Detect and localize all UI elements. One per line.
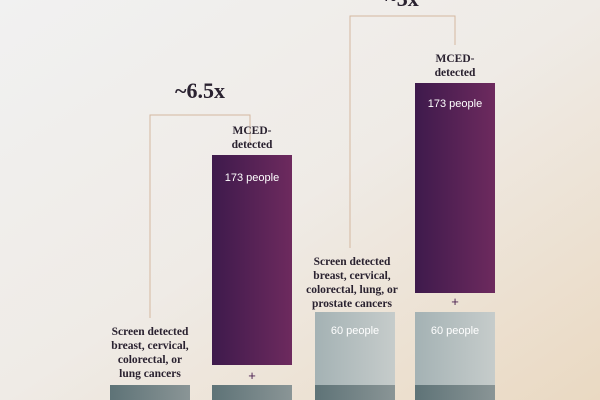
screen-label: colorectal, lung, or — [306, 284, 398, 296]
screen-count: 60 people — [331, 325, 379, 337]
mced-bar — [212, 155, 292, 365]
base-bar — [212, 385, 292, 400]
mced-count: 173 people — [225, 172, 279, 184]
plus: + — [451, 294, 459, 309]
screen-label: colorectal, or — [118, 354, 182, 366]
screen-bar — [110, 385, 190, 400]
screen-bar — [315, 312, 395, 385]
mced-label: detected — [435, 67, 476, 79]
base-bar — [415, 312, 495, 385]
screen-label: lung cancers — [119, 368, 181, 380]
mced-label: detected — [232, 139, 273, 151]
mced-count: 173 people — [428, 98, 482, 110]
bracket — [149, 114, 251, 318]
mced-label: MCED- — [436, 53, 475, 65]
screen-label: breast, cervical, — [111, 340, 189, 352]
mced-label: MCED- — [233, 125, 272, 137]
base-bar-bottom — [415, 385, 495, 400]
mced-bar — [415, 83, 495, 293]
screen-bar-base — [315, 385, 395, 400]
screen-label: breast, cervical, — [313, 270, 391, 282]
plus: + — [248, 368, 256, 383]
multiplier: ~6.5x — [175, 78, 225, 103]
multiplier: ~3x — [385, 0, 418, 11]
base-count: 60 people — [431, 325, 479, 337]
screen-label: prostate cancers — [312, 298, 392, 310]
screen-label: Screen detected — [112, 326, 189, 338]
screen-label: Screen detected — [314, 256, 391, 268]
bracket — [349, 15, 456, 248]
